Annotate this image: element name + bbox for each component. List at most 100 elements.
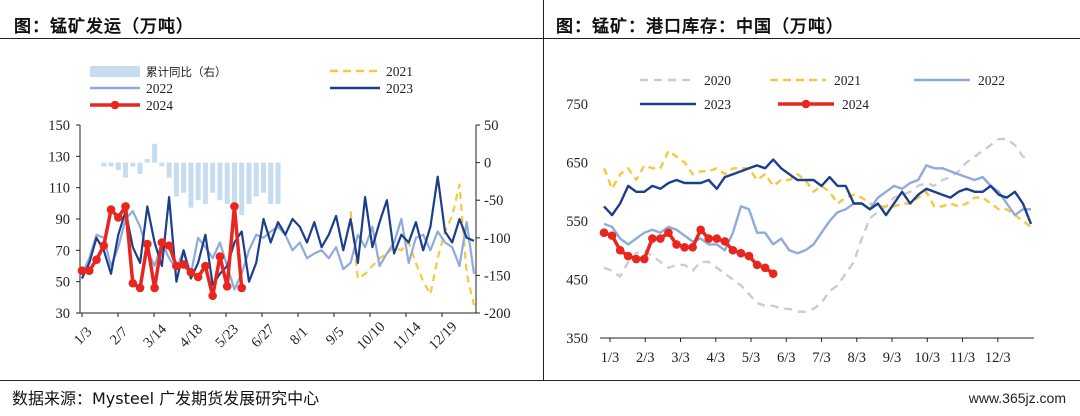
series-point-2024 — [631, 254, 641, 264]
series-point-2024 — [193, 272, 203, 282]
series-point-2024 — [728, 245, 738, 255]
legend-label: 2020 — [704, 73, 731, 88]
series-point-2024 — [615, 245, 625, 255]
x-tick-label: 7/3 — [812, 350, 831, 366]
legend-label: 2022 — [146, 81, 173, 96]
y-tick-label: 350 — [566, 331, 588, 347]
series-point-2024 — [760, 263, 770, 273]
y-tick-label: 90 — [56, 212, 71, 228]
x-tick-label: 2/3 — [636, 350, 655, 366]
y-tick-label: 70 — [56, 243, 71, 259]
series-point-2024 — [736, 248, 746, 258]
y2-tick-label: -100 — [484, 231, 511, 247]
series-point-2024 — [656, 234, 665, 243]
series-line-2022 — [603, 164, 1031, 255]
legend-label: 2023 — [386, 81, 413, 96]
series-point-2024 — [106, 205, 116, 214]
series-point-2024 — [201, 261, 210, 271]
y2-tick-label: -150 — [484, 268, 511, 284]
series-point-2024 — [128, 278, 138, 288]
series-point-2024 — [143, 239, 152, 249]
website-watermark: www.365jz.com — [968, 390, 1066, 406]
cumulative-yoy-bar — [137, 162, 143, 174]
cumulative-yoy-bar — [108, 162, 114, 167]
cumulative-yoy-bar — [239, 162, 245, 216]
series-point-2024 — [664, 228, 673, 237]
x-tick-label: 9/3 — [883, 350, 902, 366]
right-chart-title: 图：锰矿：港口库存：中国（万吨） — [556, 17, 844, 37]
y2-tick-label: 50 — [484, 118, 499, 134]
series-point-2024 — [639, 254, 649, 264]
series-point-2024 — [164, 241, 174, 250]
cumulative-yoy-bar — [130, 162, 136, 167]
series-point-2024 — [752, 260, 762, 270]
cumulative-yoy-bar — [188, 162, 194, 208]
y-tick-label: 30 — [56, 306, 71, 322]
y-tick-label: 750 — [566, 97, 588, 113]
data-source-note: 数据来源：Mysteel 广发期货发展研究中心 — [12, 389, 320, 408]
y-tick-label: 130 — [48, 149, 70, 165]
series-line-2023 — [603, 158, 1033, 225]
x-tick-label: 3/3 — [671, 350, 690, 366]
cumulative-yoy-bar — [275, 162, 281, 204]
y-tick-label: 550 — [566, 214, 588, 230]
series-point-2024 — [121, 202, 130, 211]
cumulative-yoy-bar — [115, 162, 121, 171]
cumulative-yoy-bar — [144, 158, 150, 163]
series-point-2024 — [113, 213, 123, 222]
series-point-2024 — [599, 228, 609, 237]
legend-label: 2024 — [146, 98, 173, 113]
series-point-2024 — [607, 231, 617, 240]
y-tick-label: 50 — [56, 275, 71, 291]
series-point-2024 — [623, 251, 633, 261]
cumulative-yoy-bar — [246, 162, 252, 204]
legend-swatch-marker — [801, 99, 811, 109]
left-chart-title: 图：锰矿发运（万吨） — [14, 17, 194, 37]
legend-label: 累计同比（右） — [146, 65, 227, 79]
series-point-2024 — [77, 266, 87, 276]
series-line-2021 — [602, 149, 1032, 228]
cumulative-yoy-bar — [195, 162, 201, 201]
series-point-2024 — [768, 269, 778, 278]
series-point-2024 — [237, 283, 247, 293]
y-tick-label: 110 — [49, 181, 70, 197]
x-tick-label: 6/3 — [777, 350, 796, 366]
series-point-2024 — [172, 261, 181, 271]
legend-label: 2021 — [386, 64, 413, 79]
series-point-2024 — [648, 234, 657, 243]
panel-divider — [543, 0, 544, 380]
series-point-2024 — [215, 252, 225, 261]
x-tick-label: 1/3 — [601, 350, 620, 366]
cumulative-yoy-bar — [152, 143, 158, 163]
cumulative-yoy-bar — [173, 162, 179, 197]
cumulative-yoy-bar — [159, 162, 165, 167]
series-point-2024 — [157, 238, 167, 247]
series-point-2024 — [150, 283, 159, 293]
legend-label: 2023 — [704, 97, 731, 112]
legend-swatch-cumulative — [90, 66, 140, 77]
y-tick-label: 150 — [48, 118, 70, 134]
series-line-2023 — [81, 175, 475, 286]
series-point-2024 — [680, 243, 689, 252]
cumulative-yoy-bar — [166, 162, 172, 178]
cumulative-yoy-bar — [210, 162, 216, 193]
cumulative-yoy-bar — [181, 162, 187, 193]
bottom-rule — [0, 380, 1080, 381]
series-point-2024 — [179, 260, 188, 269]
legend-label: 2021 — [834, 73, 861, 88]
series-point-2024 — [688, 243, 697, 252]
series-point-2024 — [222, 282, 232, 291]
series-point-2024 — [230, 202, 239, 211]
x-tick-label: 5/3 — [742, 350, 761, 366]
series-line-2020 — [603, 137, 1031, 313]
y2-tick-label: -200 — [484, 306, 511, 322]
legend-label: 2022 — [978, 73, 1005, 88]
series-point-2024 — [720, 237, 730, 246]
x-tick-label: 12/3 — [985, 350, 1011, 366]
cumulative-yoy-bar — [101, 162, 107, 167]
series-point-2024 — [208, 291, 217, 301]
series-point-2024 — [696, 225, 705, 235]
right-chart-svg: 350 450 550 650 750 1/3 2/3 3/3 4/3 5/3 6/3 7/3 8/3 9… — [566, 73, 1034, 366]
legend-swatch-marker — [110, 100, 120, 110]
